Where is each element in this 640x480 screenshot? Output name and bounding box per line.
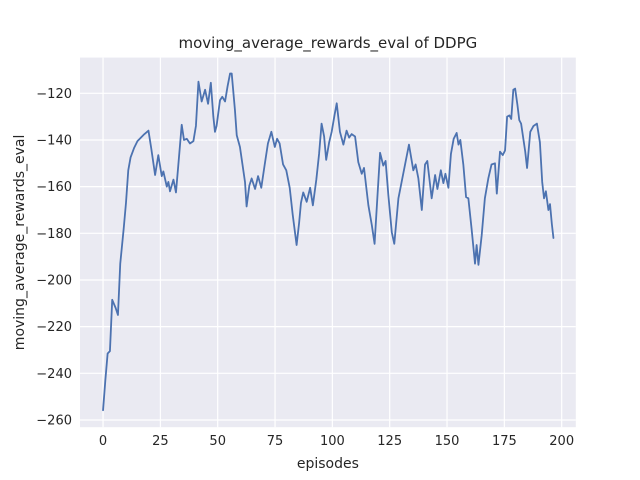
y-tick-label: −260 [36,413,72,428]
gridlines [80,57,576,428]
x-tick-label: 150 [435,434,460,449]
x-tick-label: 75 [267,434,284,449]
x-tick-label: 0 [99,434,107,449]
x-tick-label: 25 [152,434,169,449]
x-tick-label: 50 [209,434,226,449]
y-tick-label: −120 [36,87,72,102]
x-tick-label: 175 [492,434,517,449]
chart-title: moving_average_rewards_eval of DDPG [179,34,478,53]
x-axis-label: episodes [297,456,359,472]
y-tick-label: −200 [36,273,72,288]
y-tick-label: −140 [36,133,72,148]
y-tick-label: −160 [36,180,72,195]
x-tick-label: 125 [377,434,402,449]
x-tick-labels: 0 25 50 75 100 125 150 175 200 [99,434,574,449]
plot-area [80,57,576,428]
x-tick-label: 100 [320,434,345,449]
y-tick-labels: −260 −240 −220 −200 −180 −160 −140 −120 [36,87,72,429]
x-tick-label: 200 [549,434,574,449]
y-tick-label: −220 [36,320,72,335]
y-tick-label: −240 [36,367,72,382]
data-line [102,72,555,412]
y-axis-label: moving_average_rewards_eval [12,135,28,351]
data-series [102,72,555,412]
y-tick-label: −180 [36,227,72,242]
